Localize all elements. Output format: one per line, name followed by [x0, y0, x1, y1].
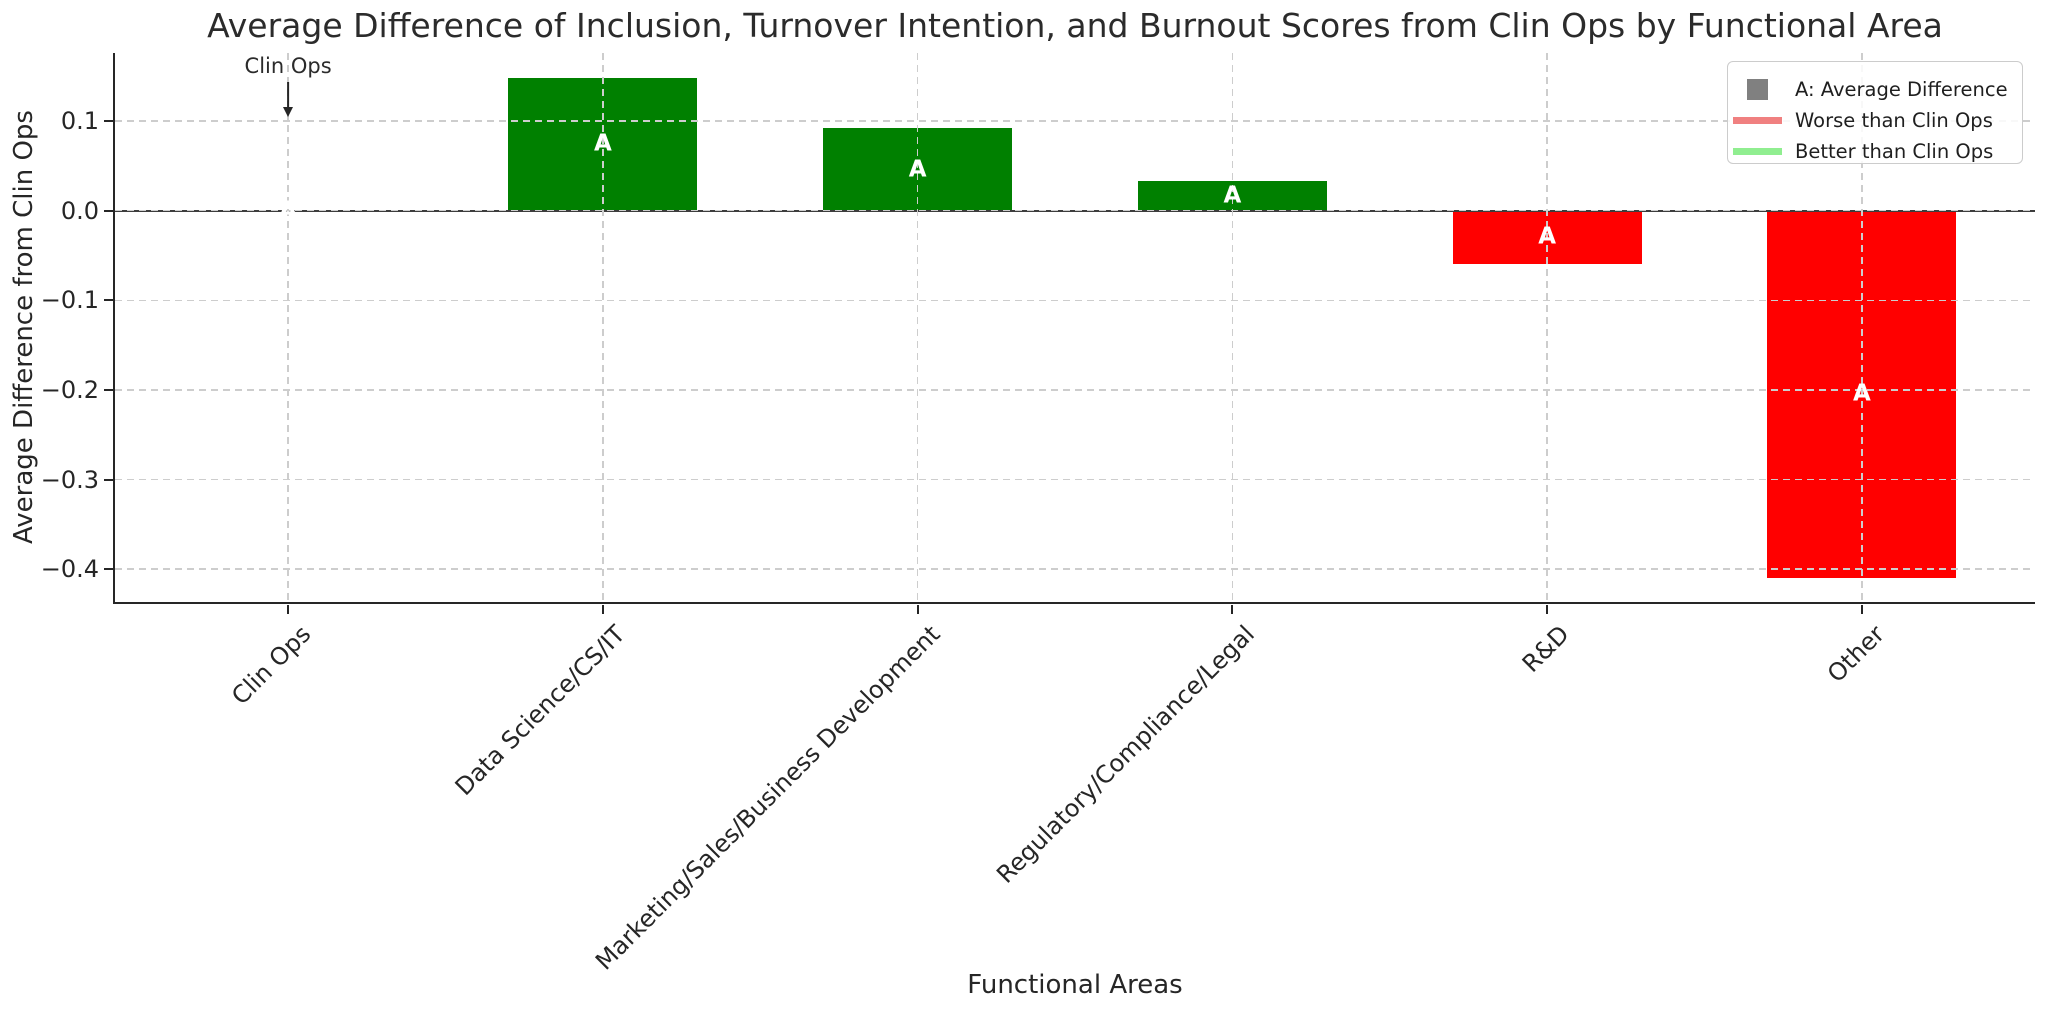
x-tick-label-data-science-cs-it: Data Science/CS/IT: [449, 619, 631, 801]
gridline-v: [1546, 53, 1548, 602]
x-axis-label: Functional Areas: [967, 970, 1183, 1000]
x-tick-mark: [1860, 605, 1863, 614]
annotation-text: Clin Ops: [244, 54, 332, 78]
gridline-v: [1861, 53, 1863, 602]
y-tick-mark: [104, 299, 113, 302]
x-tick-label-regulatory-compliance-legal: Regulatory/Compliance/Legal: [991, 619, 1261, 889]
bar-value-label: A: [1852, 380, 1871, 407]
y-tick-mark: [104, 120, 113, 123]
legend-swatch-col: [1728, 147, 1786, 156]
gridline-h: [115, 209, 2035, 212]
bar-value-label: A: [908, 156, 927, 182]
x-tick-label-marketing-sales-business-development: Marketing/Sales/Business Development: [589, 619, 946, 975]
legend-line-swatch-icon: [1732, 147, 1782, 156]
y-tick-label: −0.4: [40, 555, 99, 584]
legend-label: Better than Clin Ops: [1795, 140, 1994, 163]
gridline-h: [115, 120, 2035, 122]
y-tick-mark: [104, 478, 113, 481]
y-tick-label: −0.1: [40, 286, 99, 315]
annotation-arrow-line: [287, 82, 290, 108]
legend-item-a-average-difference: A: Average Difference: [1728, 74, 2022, 105]
x-tick-label-clin-ops: Clin Ops: [225, 619, 316, 710]
y-tick-mark: [104, 209, 113, 212]
gridline-h: [115, 389, 2035, 391]
legend-swatch-col: [1728, 79, 1786, 100]
y-tick-label: 0.1: [60, 107, 99, 136]
x-tick-mark: [1231, 605, 1234, 614]
bar-value-label: A: [1538, 223, 1557, 250]
bar-value-label: A: [1223, 182, 1242, 209]
legend-label: Worse than Clin Ops: [1795, 109, 1993, 132]
legend-item-worse-than-clin-ops: Worse than Clin Ops: [1728, 105, 2022, 136]
gridline-v: [916, 53, 919, 602]
x-tick-label-other: Other: [1821, 619, 1890, 688]
gridline-v: [287, 53, 289, 602]
legend-line-swatch-icon: [1732, 116, 1782, 125]
legend-swatch-col: [1728, 116, 1786, 125]
bar-value-label: A: [593, 130, 612, 157]
gridline-h: [115, 299, 2035, 302]
y-tick-label: −0.3: [40, 465, 99, 494]
gridline-v: [1231, 53, 1234, 602]
y-tick-mark: [104, 388, 113, 391]
plot-area: A A A A A A 0.1 0.0 −0.1 −0.2 −0.3 −0.4 Clin Ops Data…: [41, 53, 2035, 975]
x-tick-mark: [287, 605, 290, 614]
legend-item-better-than-clin-ops: Better than Clin Ops: [1728, 136, 2022, 167]
x-tick-mark: [916, 605, 919, 614]
x-tick-mark: [1546, 605, 1549, 614]
y-tick-mark: [104, 568, 113, 571]
bar-value-label: A: [279, 197, 298, 224]
gridline-h: [115, 478, 2035, 481]
y-tick-label: −0.2: [40, 375, 99, 404]
legend-square-swatch-icon: [1746, 79, 1768, 100]
y-tick-label: 0.0: [60, 196, 99, 225]
annotation-arrow-icon: [283, 107, 294, 117]
legend: A: Average Difference Worse than Clin Ops…: [1727, 61, 2023, 164]
x-tick-mark: [601, 605, 604, 614]
gridline-h: [115, 568, 2035, 570]
chart-title: Average Difference of Inclusion, Turnove…: [207, 6, 1943, 45]
x-tick-label-r-d: R&D: [1517, 619, 1575, 678]
gridline-v: [602, 53, 604, 602]
legend-label: A: Average Difference: [1795, 78, 2008, 101]
